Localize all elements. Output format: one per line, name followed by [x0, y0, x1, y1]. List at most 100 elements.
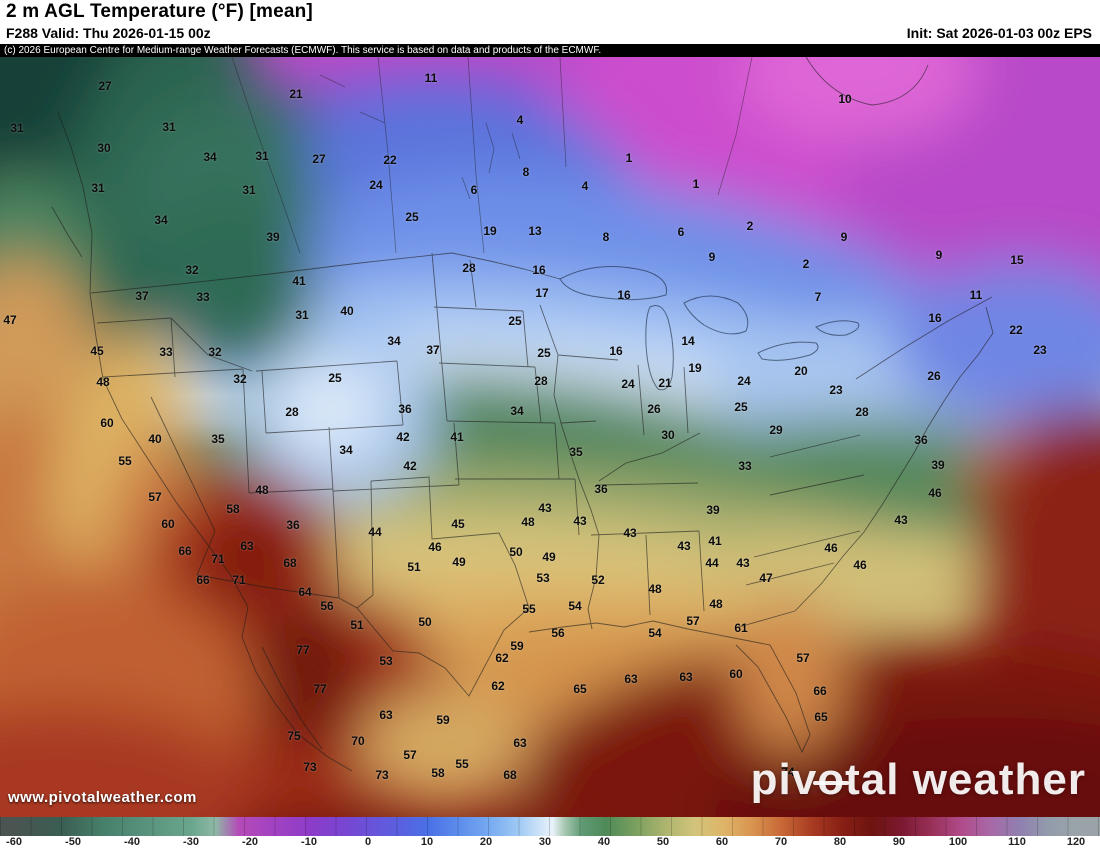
- temp-value-label: 31: [162, 120, 176, 134]
- temp-value-label: 51: [407, 560, 421, 574]
- temp-value-label: 45: [451, 517, 465, 531]
- temp-value-label: 41: [450, 430, 464, 444]
- temp-value-label: 47: [3, 313, 17, 327]
- temp-field-blobs: [0, 57, 1100, 817]
- temp-value-label: 11: [969, 288, 983, 302]
- scale-tick: 30: [538, 836, 552, 848]
- temp-value-label: 23: [829, 383, 843, 397]
- temp-value-label: 16: [928, 311, 942, 325]
- temp-value-label: 46: [853, 558, 867, 572]
- logo-text-2: tal weather: [845, 755, 1086, 804]
- temp-value-label: 46: [928, 486, 942, 500]
- temp-value-label: 36: [594, 482, 608, 496]
- temp-value-label: 31: [10, 121, 24, 135]
- temp-value-label: 43: [573, 514, 587, 528]
- temp-value-label: 60: [729, 667, 743, 681]
- temp-value-label: 40: [148, 432, 162, 446]
- temp-value-label: 40: [340, 304, 354, 318]
- temp-value-label: 25: [734, 400, 748, 414]
- temp-value-label: 53: [536, 571, 550, 585]
- temp-value-label: 37: [426, 343, 440, 357]
- temp-value-label: 25: [508, 314, 522, 328]
- temp-value-label: 32: [185, 263, 199, 277]
- temp-value-label: 61: [734, 621, 748, 635]
- valid-time: F288 Valid: Thu 2026-01-15 00z: [6, 25, 211, 41]
- temp-value-label: 28: [285, 405, 299, 419]
- temp-value-label: 9: [840, 230, 848, 244]
- scale-tick-labels: -60 -50 -40 -30 -20 -10 0 10 20 30 40 50 60 70 80 90 100…: [0, 836, 1100, 850]
- temp-value-label: 48: [96, 375, 110, 389]
- scale-tick: 60: [715, 836, 729, 848]
- temp-value-label: 48: [648, 582, 662, 596]
- temp-value-label: 37: [135, 289, 149, 303]
- temp-value-label: 4: [581, 179, 589, 193]
- temp-value-label: 11: [424, 71, 438, 85]
- temp-value-label: 54: [568, 599, 582, 613]
- scale-tick: 50: [656, 836, 670, 848]
- temp-value-label: 25: [405, 210, 419, 224]
- temp-value-label: 57: [403, 748, 417, 762]
- scale-tick: 80: [833, 836, 847, 848]
- temp-value-label: 26: [647, 402, 661, 416]
- temp-value-label: 31: [91, 181, 105, 195]
- temp-value-label: 28: [855, 405, 869, 419]
- temp-value-label: 77: [296, 643, 310, 657]
- scale-tick: 90: [892, 836, 906, 848]
- scale-tick: 110: [1008, 836, 1026, 848]
- temp-value-label: 68: [503, 768, 517, 782]
- temp-value-label: 2: [802, 257, 810, 271]
- temp-value-label: 39: [931, 458, 945, 472]
- temp-value-label: 68: [283, 556, 297, 570]
- temp-value-label: 57: [148, 490, 162, 504]
- temp-value-label: 6: [677, 225, 685, 239]
- temp-value-label: 24: [737, 374, 751, 388]
- temp-value-label: 41: [292, 274, 306, 288]
- temp-value-label: 56: [551, 626, 565, 640]
- scale-tick: 10: [420, 836, 434, 848]
- temp-value-label: 30: [97, 141, 111, 155]
- temp-value-label: 1: [692, 177, 700, 191]
- temp-value-label: 33: [196, 290, 210, 304]
- temp-value-label: 36: [398, 402, 412, 416]
- temp-value-label: 53: [379, 654, 393, 668]
- temp-value-label: 71: [232, 573, 246, 587]
- temp-value-label: 63: [379, 708, 393, 722]
- temp-value-label: 48: [709, 597, 723, 611]
- temp-value-label: 8: [602, 230, 610, 244]
- scale-tick: 0: [364, 836, 372, 848]
- temp-value-label: 55: [455, 757, 469, 771]
- temp-value-label: 64: [298, 585, 312, 599]
- temp-value-label: 58: [431, 766, 445, 780]
- temp-value-label: 49: [452, 555, 466, 569]
- temp-value-label: 39: [266, 230, 280, 244]
- temp-value-label: 63: [624, 672, 638, 686]
- temp-value-label: 56: [320, 599, 334, 613]
- scale-tick: 120: [1066, 836, 1086, 848]
- province-borders: [231, 57, 753, 254]
- temp-value-label: 16: [532, 263, 546, 277]
- temp-value-label: 74: [781, 765, 795, 779]
- temp-value-label: 55: [522, 602, 536, 616]
- temp-value-label: 51: [350, 618, 364, 632]
- temp-value-label: 7: [814, 290, 822, 304]
- temp-value-label: 43: [894, 513, 908, 527]
- temp-value-label: 43: [623, 526, 637, 540]
- temp-value-label: 33: [738, 459, 752, 473]
- temp-value-label: 46: [428, 540, 442, 554]
- temp-value-label: 34: [203, 150, 217, 164]
- temp-value-label: 23: [1033, 343, 1047, 357]
- temp-value-label: 25: [537, 346, 551, 360]
- temp-value-label: 30: [661, 428, 675, 442]
- temp-value-label: 58: [226, 502, 240, 516]
- temp-value-label: 42: [403, 459, 417, 473]
- temp-value-label: 60: [161, 517, 175, 531]
- temp-value-label: 48: [521, 515, 535, 529]
- temp-value-label: 25: [328, 371, 342, 385]
- temp-value-label: 26: [927, 369, 941, 383]
- temp-value-label: 59: [436, 713, 450, 727]
- temp-value-label: 19: [483, 224, 497, 238]
- temp-value-label: 66: [196, 573, 210, 587]
- temp-value-label: 62: [491, 679, 505, 693]
- temp-value-label: 20: [794, 364, 808, 378]
